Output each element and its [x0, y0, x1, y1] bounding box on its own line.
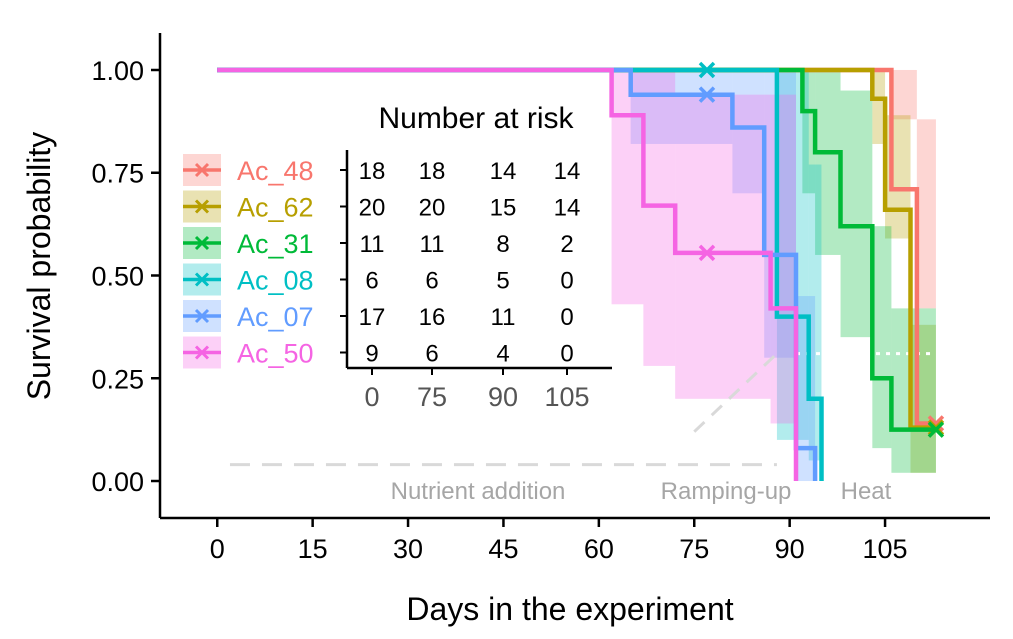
y-tick-label: 0.50 [91, 262, 144, 292]
risk-cell: 5 [496, 268, 509, 295]
risk-cell: 11 [491, 304, 516, 331]
legend-label: Ac_62 [237, 193, 314, 223]
y-tick-label: 0.75 [91, 159, 144, 189]
risk-cell: 18 [359, 158, 386, 185]
legend-label: Ac_08 [237, 266, 314, 296]
risk-table: Number at risk 18 18 14 14 20 20 15 14 11 11 8 2 6 6 5 0… [340, 102, 612, 412]
ci-segment [675, 95, 770, 399]
legend-item-ac-31: Ac_31 [183, 227, 314, 259]
risk-table-title: Number at risk [378, 102, 574, 135]
ci-segment [771, 95, 796, 424]
x-tick-label: 45 [488, 534, 518, 564]
risk-cell: 14 [554, 195, 581, 222]
risk-cell: 17 [359, 304, 386, 331]
x-tick-label: 75 [679, 534, 709, 564]
x-tick-label: 105 [863, 534, 908, 564]
legend: Ac_48 Ac_62 Ac_31 Ac_08 Ac_07 Ac_50 [183, 154, 314, 369]
risk-cell: 11 [360, 231, 385, 258]
ci-segment [643, 70, 675, 366]
risk-cell: 9 [365, 341, 378, 368]
risk-cell: 15 [490, 195, 517, 222]
legend-item-ac-07: Ac_07 [183, 300, 314, 332]
risk-cell: 18 [419, 158, 446, 185]
risk-cell: 20 [359, 195, 386, 222]
risk-cell: 2 [560, 231, 573, 258]
ci-band-ac-50 [612, 70, 796, 423]
risk-cell: 6 [425, 268, 438, 295]
risk-cell: 6 [365, 268, 378, 295]
risk-cell: 4 [496, 341, 509, 368]
y-tick-label: 1.00 [91, 56, 144, 86]
legend-label: Ac_50 [237, 339, 314, 369]
y-tick-label: 0.25 [91, 364, 144, 394]
risk-cell: 11 [420, 231, 445, 258]
ci-segment [891, 308, 936, 472]
phase-label: Ramping-up [661, 478, 792, 505]
risk-cell: 20 [419, 195, 446, 222]
legend-label: Ac_48 [237, 156, 314, 186]
risk-time-label: 105 [544, 382, 589, 412]
y-axis-title: Survival probability [21, 132, 57, 401]
ci-segment [885, 115, 910, 238]
legend-item-ac-08: Ac_08 [183, 264, 314, 296]
risk-cell: 16 [419, 304, 446, 331]
legend-label: Ac_31 [237, 229, 314, 259]
risk-time-label: 90 [488, 382, 518, 412]
legend-item-ac-62: Ac_62 [183, 191, 314, 223]
phase-label: Nutrient addition [391, 478, 566, 505]
ci-segment [841, 91, 873, 338]
phase-annotations: Nutrient addition Ramping-up Heat [230, 354, 936, 505]
x-tick-label: 30 [393, 534, 423, 564]
x-axis-title: Days in the experiment [406, 591, 733, 627]
phase-label: Heat [841, 478, 892, 505]
risk-time-label: 75 [417, 382, 447, 412]
legend-label: Ac_07 [237, 302, 314, 332]
risk-cell: 6 [425, 341, 438, 368]
x-tick-label: 90 [775, 534, 805, 564]
legend-item-ac-50: Ac_50 [183, 337, 314, 369]
ci-segment [612, 70, 644, 304]
ci-segment [891, 70, 916, 119]
risk-cell: 0 [560, 304, 573, 331]
risk-cell: 0 [560, 268, 573, 295]
risk-cell: 8 [496, 231, 509, 258]
x-tick-label: 0 [210, 534, 225, 564]
x-tick-label: 15 [298, 534, 328, 564]
y-tick-label: 0.00 [91, 467, 144, 497]
x-tick-label: 60 [584, 534, 614, 564]
legend-item-ac-48: Ac_48 [183, 154, 314, 186]
ci-segment [917, 119, 936, 308]
ci-segment [872, 226, 891, 448]
ci-segment [796, 296, 815, 481]
risk-cell: 0 [560, 341, 573, 368]
risk-cell: 14 [554, 158, 581, 185]
risk-cell: 14 [490, 158, 517, 185]
risk-time-label: 0 [364, 382, 379, 412]
